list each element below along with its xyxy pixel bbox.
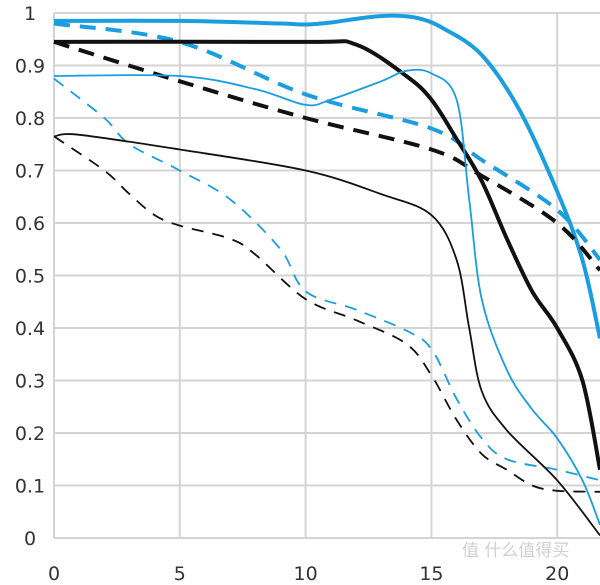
series-lines bbox=[53, 13, 600, 536]
watermark: 值 什么值得买 bbox=[462, 541, 569, 561]
y-tick-label: 0.1 bbox=[15, 476, 45, 498]
series-black-thick-dashed bbox=[53, 39, 600, 272]
x-tick-label: 15 bbox=[419, 563, 443, 585]
series-blue-thick-dashed bbox=[53, 21, 600, 262]
y-tick-label: 0 bbox=[24, 528, 36, 550]
y-tick-label: 0.7 bbox=[15, 161, 45, 183]
y-tick-label: 1 bbox=[24, 3, 36, 25]
y-tick-label: 0.6 bbox=[15, 213, 45, 235]
series-blue-thin-solid bbox=[53, 68, 600, 526]
y-tick-label: 0.8 bbox=[15, 108, 45, 130]
x-tick-label: 20 bbox=[545, 563, 569, 585]
y-tick-label: 0.4 bbox=[15, 318, 45, 340]
y-axis-ticks: 0 0.1 0.2 0.3 0.4 0.5 0.6 0.7 0.8 0.9 1 bbox=[15, 3, 45, 550]
x-tick-label: 5 bbox=[174, 563, 186, 585]
series-blue-thick-solid bbox=[53, 13, 600, 339]
grid bbox=[53, 12, 600, 539]
x-tick-label: 0 bbox=[48, 563, 60, 585]
series-blue-thin-dashed bbox=[53, 77, 600, 482]
series-black-thin-solid bbox=[53, 133, 600, 536]
x-tick-label: 10 bbox=[294, 563, 318, 585]
y-tick-label: 0.9 bbox=[15, 56, 45, 78]
y-tick-label: 0.5 bbox=[15, 266, 45, 288]
x-axis-ticks: 0 5 10 15 20 bbox=[48, 563, 569, 585]
y-tick-label: 0.2 bbox=[15, 423, 45, 445]
y-tick-label: 0.3 bbox=[15, 371, 45, 393]
series-black-thin-dashed bbox=[53, 135, 600, 493]
series-black-thick-solid bbox=[53, 39, 600, 471]
